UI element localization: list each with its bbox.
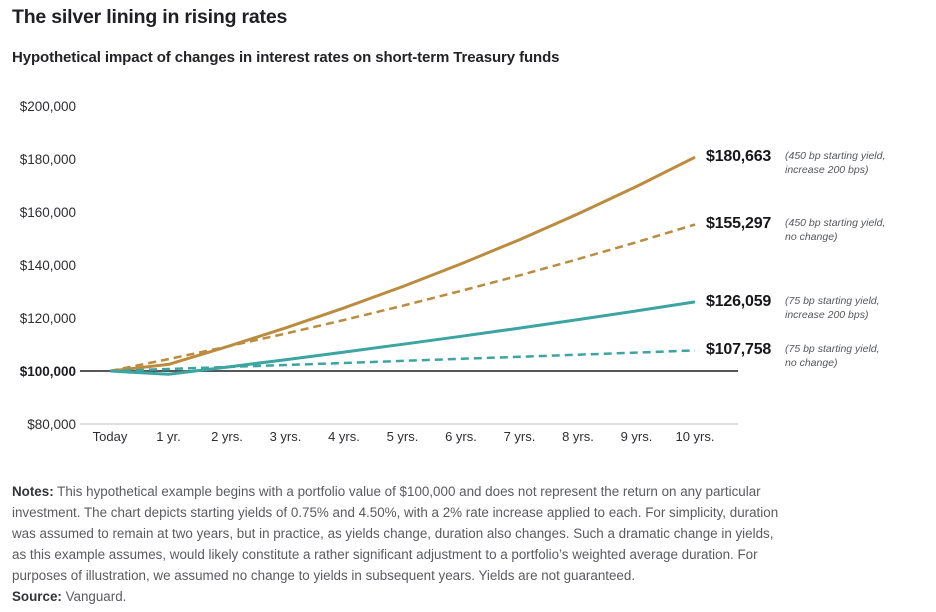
series-end-note: (75 bp starting yield, increase 200 bps)	[785, 292, 880, 322]
chart-canvas: $200,000 $180,000 $160,000 $140,000 $120,000…	[20, 99, 738, 444]
notes-line: investment. The chart depicts starting y…	[12, 505, 779, 521]
x-axis-label: 10 yrs.	[675, 429, 714, 444]
x-axis-label: 8 yrs.	[562, 429, 594, 444]
y-axis-label: $120,000	[20, 311, 76, 326]
line-chart: $200,000 $180,000 $160,000 $140,000 $120,000…	[0, 90, 936, 475]
chart-subtitle: Hypothetical impact of changes in intere…	[12, 49, 560, 66]
x-axis-label: 5 yrs.	[387, 429, 419, 444]
series-end-note-line: increase 200 bps)	[785, 164, 869, 176]
x-axis-label: 3 yrs.	[270, 429, 302, 444]
y-axis-label: $160,000	[20, 205, 76, 220]
x-axis-label: 7 yrs.	[504, 429, 536, 444]
x-axis-label: Today	[93, 429, 128, 444]
series-end-note-line: no change)	[785, 231, 838, 243]
x-axis-label: 2 yrs.	[211, 429, 243, 444]
source-text: Vanguard.	[61, 589, 127, 605]
series-end-label: $180,663 (450 bp starting yield, increase …	[706, 147, 885, 177]
series-line-solid-gold	[109, 155, 696, 373]
source-label: Source:	[12, 589, 62, 605]
x-axis-label: 4 yrs.	[328, 429, 360, 444]
x-axis-label: 6 yrs.	[445, 429, 477, 444]
page-title: The silver lining in rising rates	[12, 6, 288, 28]
series-end-note-line: (75 bp starting yield,	[785, 343, 880, 355]
series-end-note: (450 bp starting yield, no change)	[785, 214, 885, 244]
series-end-value: $155,297	[706, 215, 772, 232]
series-end-note: (450 bp starting yield, increase 200 bps)	[785, 147, 885, 177]
y-axis-label: $180,000	[20, 152, 76, 167]
series-end-label: $155,297 (450 bp starting yield, no change…	[706, 214, 885, 244]
notes-text: This hypothetical example begins with a …	[53, 484, 761, 499]
y-axis-label: $80,000	[27, 417, 76, 432]
series-line-dashed-teal	[109, 349, 696, 373]
series-end-label: $107,758 (75 bp starting yield, no change)	[706, 340, 880, 370]
series-end-note: (75 bp starting yield, no change)	[785, 340, 880, 370]
series-end-label: $126,059 (75 bp starting yield, increase 2…	[706, 292, 880, 322]
series-end-value: $126,059	[706, 293, 772, 310]
series-end-note-line: (75 bp starting yield,	[785, 295, 880, 307]
series-end-note-line: increase 200 bps)	[785, 309, 869, 321]
y-axis-label: $200,000	[20, 99, 76, 114]
notes-line: was assumed to remain at two years, but …	[12, 526, 774, 542]
notes-line: as this example assumes, would likely co…	[12, 547, 758, 563]
chart-notes: Notes: This hypothetical example begins …	[12, 481, 927, 608]
series-line-solid-teal	[109, 300, 696, 376]
notes-line: purposes of illustration, we assumed no …	[12, 568, 636, 584]
series-end-value: $107,758	[706, 341, 772, 358]
y-axis-label: $100,000	[20, 364, 76, 379]
series-end-value: $180,663	[706, 148, 772, 165]
series-end-note-line: (450 bp starting yield,	[785, 217, 886, 229]
source-line: Source: Vanguard.	[12, 586, 927, 607]
series-line-dashed-gold	[109, 223, 696, 373]
series-end-note-line: no change)	[785, 357, 838, 369]
x-axis-label: 1 yr.	[156, 429, 181, 444]
notes-line: Notes: This hypothetical example begins …	[12, 481, 927, 502]
notes-label: Notes:	[12, 484, 54, 499]
x-axis-label: 9 yrs.	[621, 429, 653, 444]
series-end-note-line: (450 bp starting yield,	[785, 150, 886, 162]
y-axis-label: $140,000	[20, 258, 76, 273]
